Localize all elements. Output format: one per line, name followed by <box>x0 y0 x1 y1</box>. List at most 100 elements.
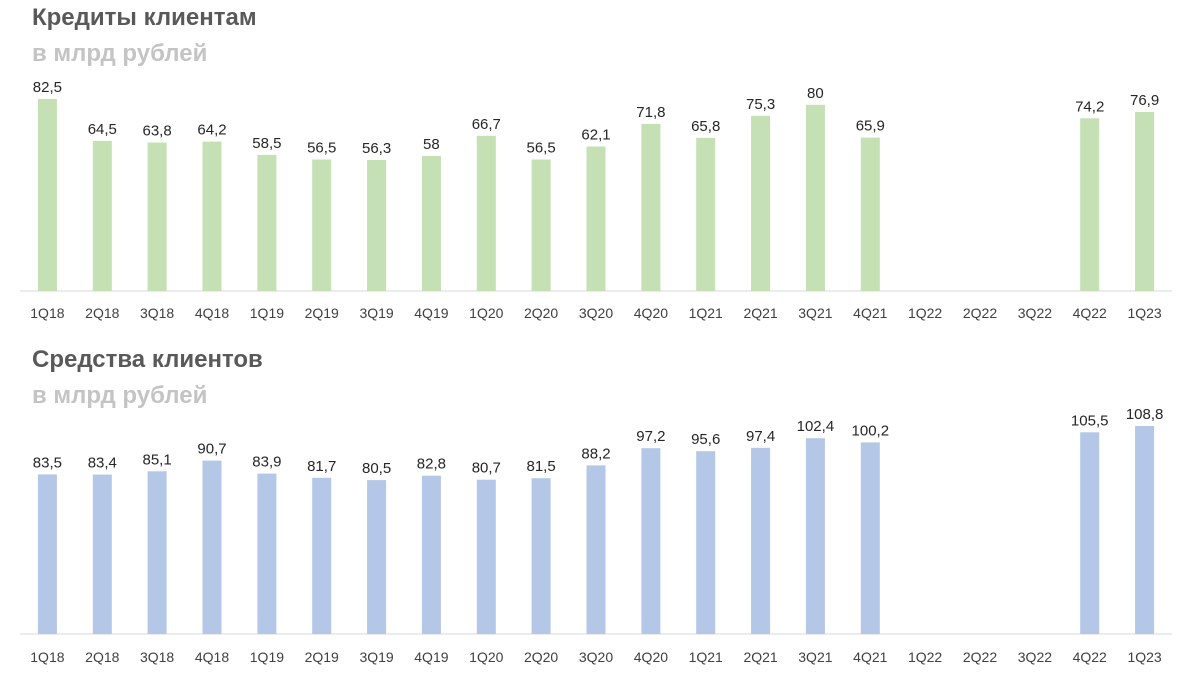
loans-bar <box>586 146 606 291</box>
loans-tick-label: 2Q18 <box>85 305 119 321</box>
deposits-bar <box>421 475 441 634</box>
deposits-chart-panel: Средства клиентов в млрд рублей 83,5 1Q18… <box>0 340 1200 676</box>
deposits-data-label: 83,9 <box>252 454 281 471</box>
loans-tick-label: 2Q20 <box>524 305 558 321</box>
deposits-bar <box>641 448 661 634</box>
loans-bar <box>92 140 112 291</box>
loans-bar <box>476 135 496 291</box>
deposits-bar <box>805 438 825 634</box>
loans-bar <box>1135 112 1155 291</box>
deposits-tick-label: 2Q22 <box>963 649 997 665</box>
loans-data-label: 56,3 <box>362 140 391 157</box>
loans-bar <box>312 159 332 291</box>
loans-tick-label: 1Q18 <box>30 305 64 321</box>
loans-tick-label: 1Q20 <box>469 305 503 321</box>
deposits-chart-subtitle: в млрд рублей <box>32 382 208 409</box>
deposits-tick-label: 2Q19 <box>305 649 339 665</box>
deposits-bar <box>696 451 716 634</box>
deposits-data-label: 95,6 <box>691 431 720 448</box>
deposits-tick-label: 1Q19 <box>250 649 284 665</box>
loans-tick-label: 2Q21 <box>743 305 777 321</box>
loans-tick-label: 4Q21 <box>853 305 887 321</box>
deposits-tick-label: 4Q19 <box>414 649 448 665</box>
deposits-data-label: 82,8 <box>417 456 446 473</box>
deposits-data-label: 97,2 <box>636 428 665 445</box>
deposits-tick-label: 3Q22 <box>1018 649 1052 665</box>
deposits-tick-label: 1Q20 <box>469 649 503 665</box>
loans-tick-label: 1Q23 <box>1127 305 1161 321</box>
deposits-bar <box>37 474 57 634</box>
loans-bar <box>421 156 441 291</box>
deposits-tick-label: 3Q20 <box>579 649 613 665</box>
deposits-chart-title: Средства клиентов <box>32 346 263 373</box>
loans-data-label: 65,8 <box>691 118 720 135</box>
loans-data-label: 65,9 <box>856 118 885 135</box>
deposits-tick-label: 3Q18 <box>140 649 174 665</box>
deposits-tick-label: 1Q22 <box>908 649 942 665</box>
loans-data-label: 66,7 <box>472 116 501 133</box>
deposits-bar <box>586 465 606 634</box>
deposits-bar-chart: 83,5 1Q18 83,4 2Q18 85,1 3Q18 90,7 4Q18 83,9 1Q19… <box>20 406 1172 665</box>
loans-data-label: 74,2 <box>1075 98 1104 115</box>
loans-data-label: 63,8 <box>142 123 171 140</box>
loans-bar <box>696 137 716 291</box>
loans-data-label: 64,5 <box>88 121 117 138</box>
loans-bar <box>751 115 771 291</box>
loans-bar <box>805 104 825 291</box>
loans-bar <box>1080 118 1100 291</box>
deposits-tick-label: 1Q21 <box>689 649 723 665</box>
loans-data-label: 56,5 <box>526 140 555 157</box>
loans-data-label: 62,1 <box>581 127 610 144</box>
deposits-tick-label: 4Q18 <box>195 649 229 665</box>
loans-tick-label: 3Q21 <box>798 305 832 321</box>
loans-tick-label: 4Q18 <box>195 305 229 321</box>
loans-tick-label: 1Q22 <box>908 305 942 321</box>
loans-data-label: 76,9 <box>1130 92 1159 109</box>
loans-bar <box>37 99 57 291</box>
loans-tick-label: 4Q19 <box>414 305 448 321</box>
loans-tick-label: 3Q19 <box>359 305 393 321</box>
deposits-bar <box>257 473 277 634</box>
deposits-bar <box>1080 432 1100 634</box>
loans-data-label: 58,5 <box>252 135 281 152</box>
deposits-data-label: 85,1 <box>142 451 171 468</box>
loans-tick-label: 4Q22 <box>1073 305 1107 321</box>
deposits-data-label: 83,4 <box>88 455 117 472</box>
deposits-bar <box>1135 426 1155 634</box>
deposits-tick-label: 4Q21 <box>853 649 887 665</box>
deposits-bar <box>476 479 496 634</box>
deposits-bar <box>147 471 167 634</box>
loans-data-label: 58 <box>423 136 440 153</box>
deposits-bar <box>92 474 112 634</box>
deposits-tick-label: 4Q20 <box>634 649 668 665</box>
deposits-data-label: 90,7 <box>197 441 226 458</box>
loans-tick-label: 1Q19 <box>250 305 284 321</box>
deposits-data-label: 105,5 <box>1071 412 1109 429</box>
loans-bar-chart: 82,5 1Q18 64,5 2Q18 63,8 3Q18 64,2 4Q18 58,5 1Q19… <box>20 79 1172 321</box>
loans-bar <box>860 137 880 291</box>
deposits-bar <box>531 478 551 634</box>
loans-chart-subtitle: в млрд рублей <box>32 40 208 67</box>
deposits-data-label: 83,5 <box>33 454 62 471</box>
loans-bar <box>367 160 387 291</box>
deposits-data-label: 80,7 <box>472 460 501 477</box>
deposits-tick-label: 2Q21 <box>743 649 777 665</box>
deposits-data-label: 100,2 <box>852 422 890 439</box>
loans-data-label: 64,2 <box>197 122 226 139</box>
deposits-tick-label: 3Q19 <box>359 649 393 665</box>
deposits-tick-label: 3Q21 <box>798 649 832 665</box>
loans-tick-label: 3Q18 <box>140 305 174 321</box>
loans-tick-label: 1Q21 <box>689 305 723 321</box>
deposits-bar <box>367 480 387 634</box>
loans-tick-label: 2Q22 <box>963 305 997 321</box>
loans-tick-label: 3Q22 <box>1018 305 1052 321</box>
deposits-bar <box>202 460 222 634</box>
loans-bar <box>257 154 277 291</box>
loans-chart-panel: Кредиты клиентам в млрд рублей 82,5 1Q18 6… <box>20 4 1172 321</box>
loans-tick-label: 3Q20 <box>579 305 613 321</box>
loans-tick-label: 4Q20 <box>634 305 668 321</box>
deposits-tick-label: 4Q22 <box>1073 649 1107 665</box>
deposits-data-label: 108,8 <box>1126 406 1164 423</box>
loans-bar <box>147 142 167 291</box>
deposits-tick-label: 1Q23 <box>1127 649 1161 665</box>
